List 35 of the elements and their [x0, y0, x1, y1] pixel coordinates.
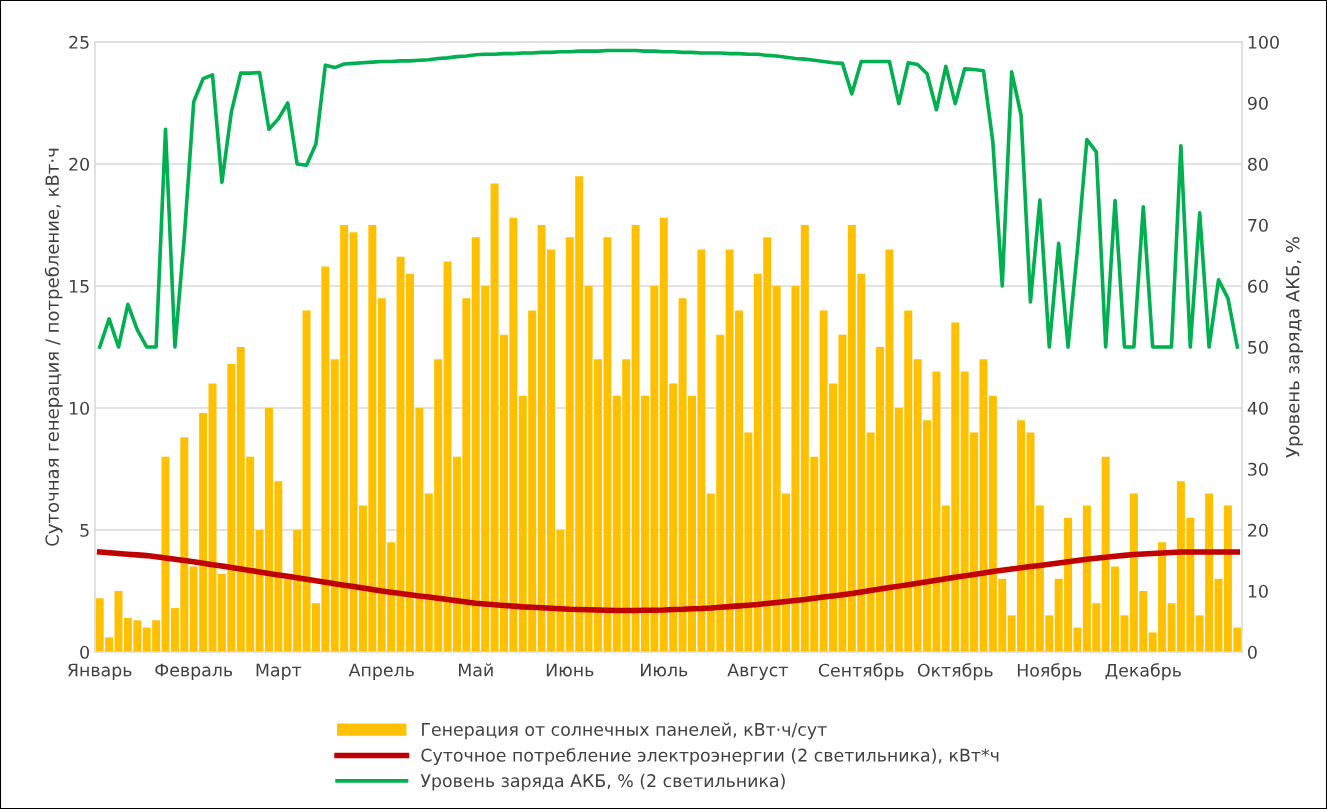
- y-tick-label: 0: [80, 645, 89, 659]
- y2-tick-label: 60: [1248, 279, 1268, 293]
- x-tick-label: Апрель: [348, 663, 414, 680]
- x-tick-label: Август: [727, 663, 788, 680]
- x-tick-label: Июль: [641, 663, 688, 677]
- y-tick-label: 20: [69, 157, 89, 171]
- x-tick-label: Май: [459, 663, 493, 677]
- legend-label: Генерация от солнечных панелей, кВт·ч/сут: [422, 722, 827, 740]
- y2-tick-label: 10: [1248, 584, 1268, 598]
- x-tick-label: Сентябрь: [818, 663, 904, 681]
- x-tick-label: Ноябрь: [1017, 663, 1082, 681]
- y2-tick-label: 100: [1248, 35, 1279, 49]
- y2-tick-label: 50: [1248, 340, 1268, 354]
- y2-tick-label: 20: [1248, 523, 1268, 537]
- y2-tick-label: 40: [1247, 401, 1268, 415]
- y2-axis-title: Уровень заряда АКБ, %: [1285, 237, 1304, 458]
- legend-label: Суточное потребление электроэнергии (2 светильника), кВт*ч: [421, 748, 999, 766]
- x-tick-label: Июнь: [546, 663, 594, 677]
- y2-tick-label: 80: [1248, 157, 1268, 171]
- x-tick-label: Январь: [68, 663, 132, 680]
- y-tick-label: 5: [80, 523, 89, 537]
- y-tick-label: 25: [69, 35, 89, 49]
- y2-tick-label: 30: [1248, 462, 1268, 476]
- line-series: [97, 48, 1240, 349]
- y-tick-label: 15: [69, 279, 89, 293]
- y2-tick-label: 70: [1248, 218, 1268, 232]
- legend-label: Уровень заряда АКБ, % (2 светильника): [420, 773, 785, 791]
- y2-tick-label: 90: [1247, 96, 1268, 110]
- x-tick-label: Декабрь: [1105, 663, 1181, 681]
- x-tick-label: Март: [256, 663, 302, 680]
- y-tick-label: 10: [69, 401, 89, 415]
- y-axis-title: Суточная генерация / потребление, кВт·ч: [44, 148, 63, 546]
- x-tick-label: Февраль: [155, 663, 233, 680]
- x-tick-label: Октябрь: [917, 663, 993, 681]
- y2-tick-label: 0: [1248, 645, 1257, 659]
